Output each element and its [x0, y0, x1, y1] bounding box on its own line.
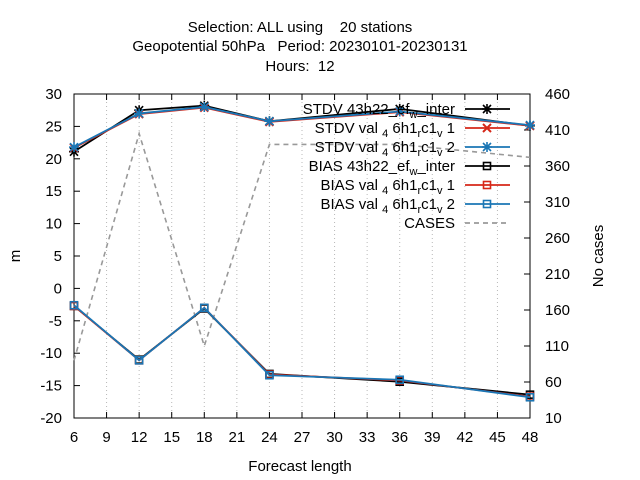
data-point — [199, 303, 209, 313]
y2-tick-label: 210 — [545, 266, 570, 283]
y2-tick-label: 410 — [545, 122, 570, 139]
y2-tick-label: 60 — [545, 374, 562, 391]
legend-marker — [482, 180, 492, 190]
y-tick-label: 30 — [45, 86, 62, 103]
x-axis-ticks: 6 9 12 15 18 21 24 27 30 33 36 39 42 45 48 — [70, 94, 539, 446]
series-line — [73, 130, 531, 361]
x-tick-label: 15 — [163, 429, 180, 446]
data-point — [395, 375, 405, 385]
y-tick-label: 20 — [45, 151, 62, 168]
data-point — [265, 370, 274, 380]
x-tick-label: 24 — [261, 429, 278, 446]
x-tick-label: 30 — [326, 429, 343, 446]
x-tick-label: 42 — [457, 429, 474, 446]
series-group — [69, 100, 535, 402]
x-tick-label: 21 — [229, 429, 246, 446]
y-tick-label: -15 — [40, 378, 62, 395]
title-line-2: Geopotential 50hPa Period: 20230101-2023… — [132, 38, 467, 55]
series-2 — [69, 101, 535, 153]
y-axis-label: m — [7, 250, 24, 263]
data-point — [525, 120, 535, 131]
legend-label: BIAS val 4 6h1rc1v 1 — [320, 177, 455, 197]
y-tick-label: 5 — [54, 248, 62, 265]
y2-axis-ticks: 10 60 110 160 210 260 310 360 410 460 — [524, 86, 570, 427]
legend-marker — [482, 104, 492, 114]
x-tick-label: 45 — [489, 429, 506, 446]
y-axis-ticks: -20 -15 -10 -5 0 5 10 15 20 25 30 — [40, 86, 80, 427]
legend-marker — [482, 199, 492, 209]
data-point — [264, 116, 275, 127]
data-point — [394, 106, 405, 117]
x-tick-label: 6 — [70, 429, 78, 446]
series-6 — [73, 130, 531, 361]
x-tick-label: 12 — [131, 429, 148, 446]
y-tick-label: -10 — [40, 345, 62, 362]
y2-tick-label: 10 — [545, 410, 562, 427]
y2-tick-label: 310 — [545, 194, 570, 211]
y2-tick-label: 160 — [545, 302, 570, 319]
grid — [106, 94, 498, 418]
legend-label: STDV val 4 6h1rc1v 1 — [315, 120, 455, 140]
y2-axis-label: No cases — [590, 225, 607, 288]
data-point — [69, 142, 79, 153]
series-4 — [69, 301, 535, 401]
y-tick-label: 0 — [54, 280, 62, 297]
series-line — [73, 106, 531, 148]
title-line-3: Hours: 12 — [265, 58, 334, 75]
y-tick-label: -5 — [49, 313, 62, 330]
x-tick-label: 9 — [102, 429, 110, 446]
x-tick-label: 27 — [294, 429, 311, 446]
series-5 — [69, 300, 535, 402]
y2-tick-label: 110 — [545, 338, 569, 355]
data-point — [199, 101, 210, 112]
data-point — [525, 392, 535, 402]
y2-tick-label: 260 — [545, 230, 570, 247]
legend-label: STDV val 4 6h1rc1v 2 — [315, 139, 455, 159]
data-point — [134, 356, 144, 365]
title-line-1: Selection: ALL using 20 stations — [188, 19, 413, 36]
series-line — [73, 305, 531, 398]
data-point — [69, 300, 79, 310]
legend-label: CASES — [404, 215, 455, 232]
data-point — [134, 108, 145, 119]
y2-tick-label: 460 — [545, 86, 570, 103]
legend-marker — [482, 123, 492, 133]
series-line — [73, 304, 531, 399]
y-tick-label: 10 — [45, 216, 62, 233]
x-tick-label: 48 — [522, 429, 539, 446]
y2-tick-label: 360 — [545, 158, 570, 175]
legend-label: BIAS val 4 6h1rc1v 2 — [320, 196, 455, 216]
x-tick-label: 18 — [196, 429, 213, 446]
y-tick-label: -20 — [40, 410, 62, 427]
x-axis-label: Forecast length — [248, 458, 351, 475]
x-tick-label: 39 — [424, 429, 441, 446]
chart-title: Selection: ALL using 20 stations Geopote… — [132, 19, 467, 75]
y-tick-label: 15 — [45, 183, 62, 200]
legend-label: STDV 43h22_efw_inter — [303, 101, 455, 121]
y-tick-label: 25 — [45, 118, 62, 135]
legend-marker — [482, 161, 492, 171]
legend-label: BIAS 43h22_efw_inter — [309, 158, 455, 178]
legend-marker — [482, 142, 492, 152]
x-tick-label: 33 — [359, 429, 376, 446]
x-tick-label: 36 — [391, 429, 408, 446]
